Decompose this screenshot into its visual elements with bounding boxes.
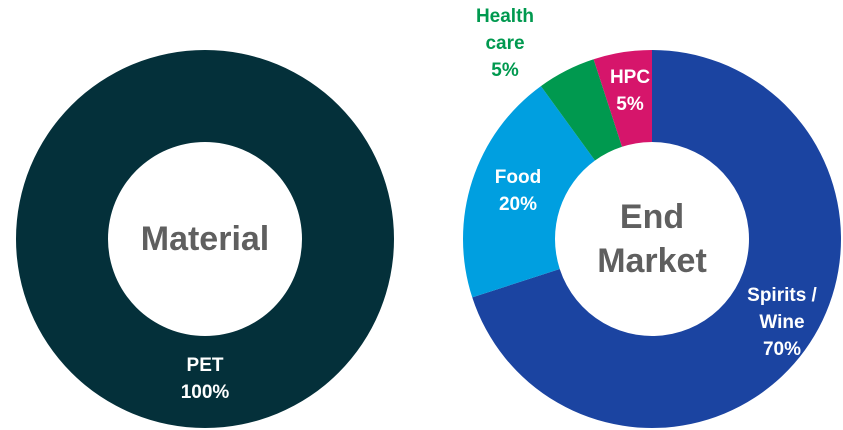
- value-label: 5%: [491, 60, 519, 81]
- category-label: HPC: [609, 67, 651, 88]
- donut-segment: [540, 59, 623, 161]
- segment-label: Food 20%: [478, 164, 558, 218]
- donut-segment: [462, 86, 595, 298]
- category-label: PET: [186, 355, 224, 376]
- segment-label: PET 100%: [165, 352, 245, 406]
- center-label: End Market: [597, 198, 707, 280]
- value-label: 100%: [180, 382, 230, 403]
- segment-label: HPC 5%: [600, 64, 660, 118]
- donut-segment: [16, 50, 394, 428]
- value-label: 70%: [762, 339, 802, 360]
- category-label: Spirits / Wine: [747, 285, 817, 333]
- donut-segment: [593, 50, 652, 147]
- segment-label: Spirits / Wine 70%: [737, 282, 827, 363]
- value-label: 5%: [616, 94, 644, 115]
- segment-label: Health care 5%: [470, 3, 540, 84]
- category-label: Health care: [475, 6, 535, 54]
- donut-segment: [472, 50, 841, 428]
- center-label: Material: [140, 220, 270, 258]
- value-label: 20%: [498, 194, 538, 215]
- category-label: Food: [494, 167, 542, 188]
